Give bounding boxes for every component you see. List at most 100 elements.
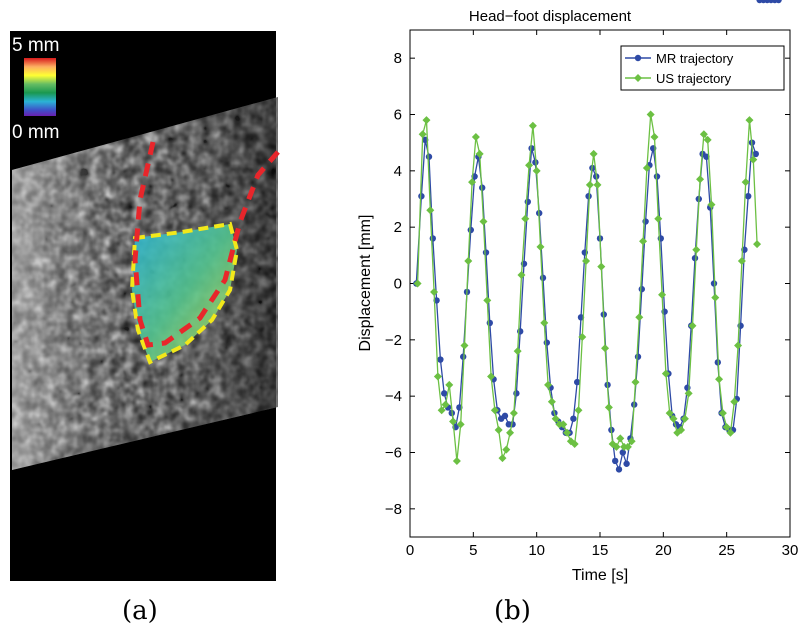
us-data-point [471,133,480,142]
mr-data-point [615,466,623,473]
colorbar-min-label: 0 mm [12,122,60,143]
us-data-point [532,166,541,175]
legend-us-marker [634,74,642,82]
mr-data-point [482,249,490,256]
us-data-point [616,434,625,443]
mr-data-point [425,153,433,160]
us-data-point [680,414,689,423]
us-data-point [441,400,450,409]
us-data-point [585,180,594,189]
mr-data-point [745,192,752,200]
us-data-point [528,121,537,130]
x-tick-label: 20 [655,542,672,559]
mr-data-point [653,173,661,180]
colorbar-max-label: 5 mm [12,35,60,56]
mr-data-point [539,274,547,282]
us-data-point [566,437,575,446]
us-data-point [753,240,762,249]
us-data-point [737,256,746,265]
mr-data-point [691,254,699,262]
us-data-point [601,344,610,353]
us-data-point [578,333,587,342]
mr-data-point [634,353,642,360]
us-data-point [456,420,465,429]
us-data-point [741,178,750,187]
us-data-point [699,130,708,139]
us-data-point [646,110,655,119]
us-data-point [654,214,663,223]
mr-data-point [543,339,550,346]
mr-data-point [574,378,581,386]
legend-mr-marker [634,54,642,62]
x-tick-label: 30 [782,542,799,559]
us-data-point [669,414,678,423]
us-data-point [498,454,507,463]
chart-panel: Head−foot displacement 0 5 10 15 20 25 30 −8 −6−… [300,0,804,634]
us-data-point [582,256,591,265]
red-contour [132,141,280,348]
us-data-point [487,372,496,381]
mr-data-point [528,145,535,152]
us-data-point [661,369,670,378]
us-data-point [490,406,499,415]
y-tick-label: 2 [394,219,402,236]
us-data-point [745,116,754,125]
us-data-point [658,290,667,299]
legend-box [620,45,785,91]
us-data-point [635,313,644,322]
x-axis-label: Time [s] [572,567,628,584]
us-data-point [464,256,473,265]
us-data-point [589,149,598,158]
mr-data-point [623,460,630,467]
us-trajectory-line [416,114,758,462]
us-data-point [437,406,446,415]
us-data-point [513,347,522,356]
y-tick-label: 4 [394,163,402,180]
us-data-point [696,175,705,184]
mr-data-point [710,280,718,287]
us-data-point [612,442,621,451]
us-data-point [715,375,724,384]
us-data-point [525,161,534,170]
y-tick-label: 6 [394,107,402,124]
us-data-point [418,130,427,139]
y-tick-label: −4 [385,388,402,405]
us-data-point [460,341,469,350]
us-data-point [449,417,458,426]
us-data-point [684,389,693,398]
us-data-point [631,378,640,387]
us-data-point [650,133,659,142]
us-data-point [517,271,526,280]
us-data-point [597,262,606,271]
us-data-point [711,293,720,302]
caption-b: (b) [494,596,531,626]
mr-data-point [585,192,592,200]
liver-overlay [132,224,237,362]
us-data-point [703,135,712,144]
mr-data-point [513,390,520,397]
us-data-point [574,406,583,415]
us-data-point [665,409,674,418]
y-tick-label: 8 [394,50,402,67]
us-data-point [734,341,743,350]
mr-data-point [441,390,448,397]
us-data-point [707,200,716,209]
us-data-point [642,164,651,173]
mr-data-point [612,457,619,465]
us-data-point [692,245,701,254]
y-tick-label: −2 [385,332,402,349]
displacement-chart: Head−foot displacement 0 5 10 15 20 25 30−8−6−… [357,0,799,584]
mr-image-panel: 5 mm 0 mm (a) [0,0,300,634]
us-data-point [445,380,454,389]
mr-data-point [467,226,474,234]
us-data-point [722,423,731,432]
us-data-point [623,442,632,451]
us-data-point [422,116,431,125]
us-data-point [604,403,613,412]
mr-trajectory-line [415,139,757,472]
us-data-point [559,420,568,429]
y-tick-label: −8 [385,501,402,518]
mr-data-point [752,150,759,158]
us-data-point [749,155,758,164]
chart-title: Head−foot displacement [469,8,632,25]
